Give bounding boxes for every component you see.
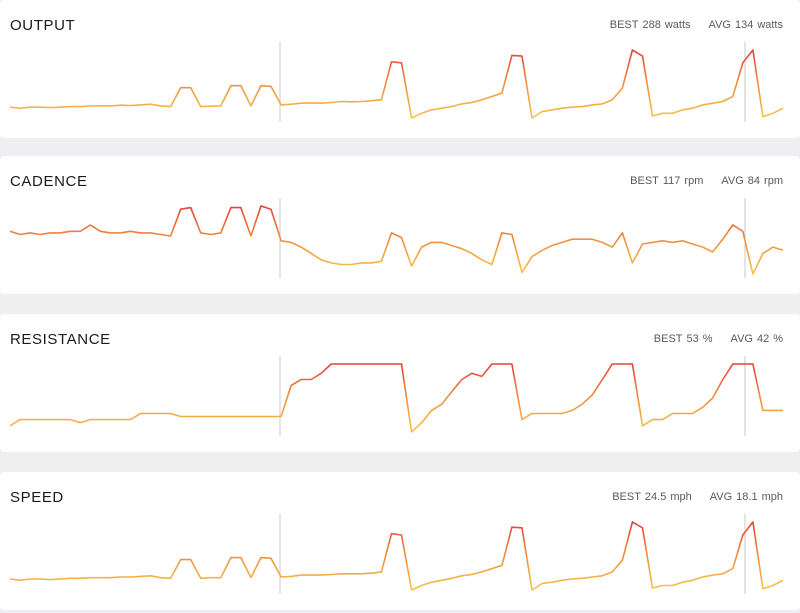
avg-unit: mph	[762, 491, 783, 503]
avg-value: 134	[735, 19, 753, 31]
panel-stats: BEST 24.5 mph AVG 18.1 mph	[612, 491, 783, 503]
best-value: 24.5	[645, 491, 666, 503]
avg-label: AVG	[731, 333, 753, 345]
metric-panel: SPEED BEST 24.5 mph AVG 18.1 mph	[0, 472, 800, 610]
panel-background	[0, 314, 800, 452]
avg-label: AVG	[721, 175, 743, 187]
best-unit: mph	[670, 491, 691, 503]
avg-unit: watts	[756, 19, 783, 31]
panel-stats: BEST 53% AVG 42%	[654, 333, 783, 345]
metric-line	[9, 363, 783, 433]
avg-value: 42	[757, 333, 769, 345]
metric-line	[9, 521, 784, 591]
avg-value: 84	[748, 175, 760, 187]
metric-panel: CADENCE BEST 117 rpm AVG 84 rpm	[0, 156, 800, 294]
best-label: BEST	[610, 19, 639, 31]
metric-panel: OUTPUT BEST 288 watts AVG 134 watts	[0, 0, 800, 138]
best-value: 53	[687, 333, 699, 345]
best-unit: rpm	[684, 175, 703, 187]
panel-title: SPEED	[10, 489, 64, 506]
panel-title: OUTPUT	[10, 17, 75, 34]
metric-line	[9, 205, 784, 275]
best-value: 288	[642, 19, 660, 31]
panel-title: CADENCE	[10, 173, 88, 190]
best-label: BEST	[612, 491, 641, 503]
best-unit: %	[703, 333, 713, 345]
avg-value: 18.1	[736, 491, 757, 503]
panel-stats: BEST 117 rpm AVG 84 rpm	[630, 175, 783, 187]
best-value: 117	[663, 175, 681, 187]
avg-label: AVG	[710, 491, 732, 503]
panel-stats: BEST 288 watts AVG 134 watts	[610, 19, 784, 31]
panel-title: RESISTANCE	[10, 331, 111, 348]
avg-label: AVG	[709, 19, 731, 31]
best-unit: watts	[664, 19, 691, 31]
avg-unit: rpm	[764, 175, 783, 187]
metric-line	[9, 49, 784, 119]
best-label: BEST	[654, 333, 683, 345]
metric-panel: RESISTANCE BEST 53% AVG 42%	[0, 314, 800, 452]
panel-background	[0, 156, 800, 294]
avg-unit: %	[773, 333, 783, 345]
best-label: BEST	[630, 175, 659, 187]
